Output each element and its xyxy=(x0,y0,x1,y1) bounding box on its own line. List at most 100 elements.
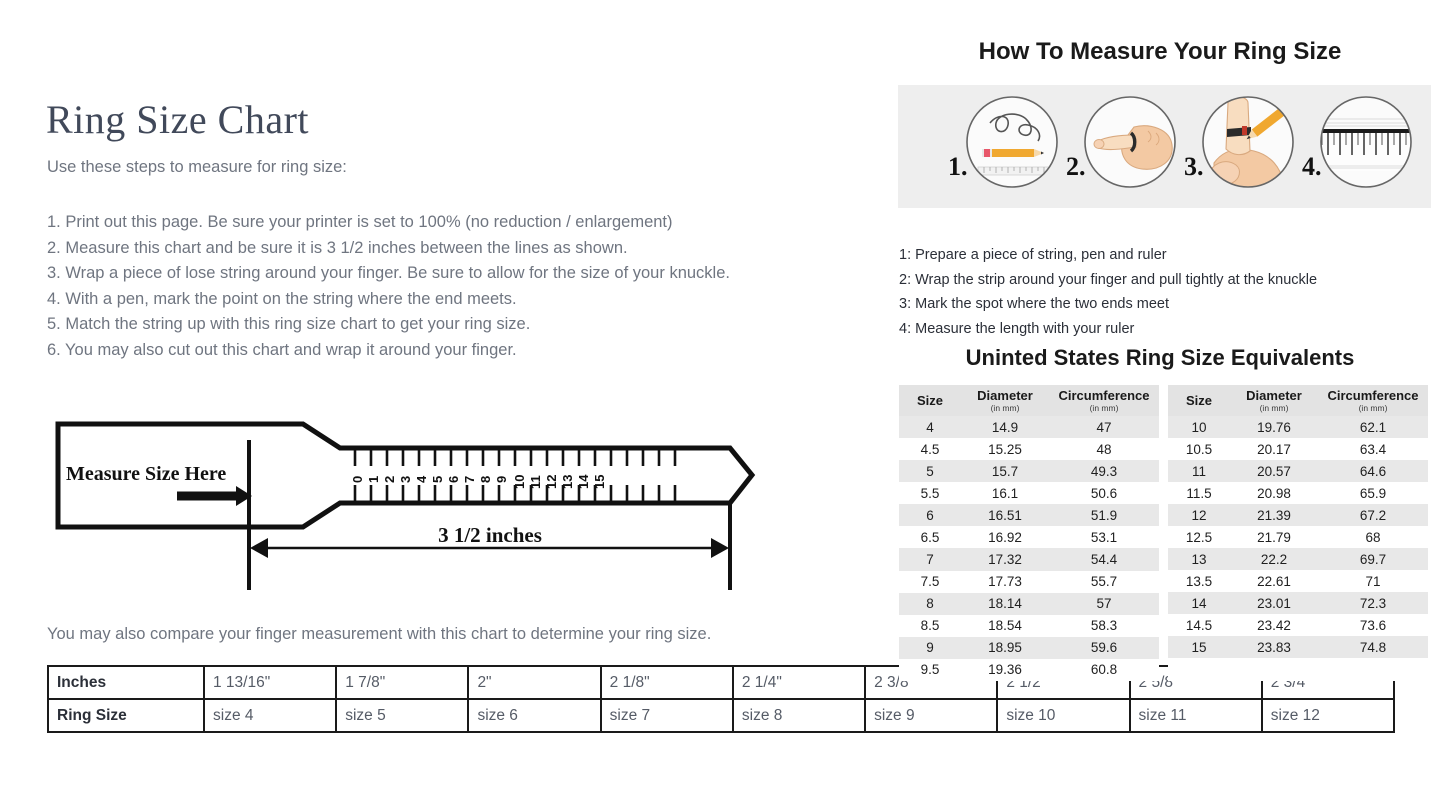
table-row: 12 21.39 67.2 xyxy=(1168,504,1428,526)
ring-size-cell: size 12 xyxy=(1260,698,1396,733)
ruler-number: 2 xyxy=(382,476,397,483)
cell-size: 15 xyxy=(1168,636,1230,658)
cell-size: 4.5 xyxy=(899,438,961,461)
header-unit: (in mm) xyxy=(990,403,1020,413)
table-header-row: Size Diameter (in mm) Circumference (in … xyxy=(1168,385,1428,416)
table-row: 7.5 17.73 55.7 xyxy=(899,570,1159,593)
howto-title: How To Measure Your Ring Size xyxy=(978,38,1342,65)
table-row: 6.5 16.92 53.1 xyxy=(899,526,1159,549)
header-label: Diameter xyxy=(977,388,1033,403)
equivalents-table-right: Size Diameter (in mm) Circumference (in … xyxy=(1168,385,1428,681)
ring-sizer-svg: Measure Size Here xyxy=(55,421,756,590)
howto-step-item: 4: Measure the length with your ruler xyxy=(899,320,1135,337)
page-title: Ring Size Chart xyxy=(46,97,310,142)
ring-size-cell: size 6 xyxy=(467,698,602,733)
ruler-number: 3 xyxy=(398,476,413,483)
cell-circumference: 73.6 xyxy=(1318,614,1428,636)
inches-cell: 1 13/16" xyxy=(202,665,338,700)
illustration-circle-3 xyxy=(1202,96,1294,188)
equivalents-table-left: Size Diameter (in mm) Circumference (in … xyxy=(899,385,1159,681)
column-header-circumference: Circumference (in mm) xyxy=(1049,385,1159,416)
cell-size: 11 xyxy=(1168,460,1230,482)
header-label: Size xyxy=(916,393,943,408)
ruler-ticks-top xyxy=(353,450,677,466)
howto-step-item: 2: Wrap the strip around your finger and… xyxy=(899,271,1318,288)
instruction-item: 6. You may also cut out this chart and w… xyxy=(47,340,517,359)
ruler-number: 5 xyxy=(430,476,445,483)
illustration-circle-4 xyxy=(1320,96,1412,188)
ruler-number: 10 xyxy=(512,475,527,489)
cell-diameter: 18.95 xyxy=(961,636,1049,659)
cell-diameter: 23.83 xyxy=(1230,636,1318,658)
illustration-svg: 1. xyxy=(948,96,1412,188)
ruler-number: 14 xyxy=(576,474,591,489)
illustration-number-2: 2. xyxy=(1066,152,1086,181)
ruler-number: 4 xyxy=(414,475,429,483)
cell-size: 5 xyxy=(899,460,961,483)
cell-diameter: 14.9 xyxy=(961,416,1049,439)
table-row: 11.5 20.98 65.9 xyxy=(1168,482,1428,504)
table-row: 5.5 16.1 50.6 xyxy=(899,482,1159,505)
ring-size-cell: size 4 xyxy=(202,698,338,733)
cell-diameter: 16.51 xyxy=(961,504,1049,527)
compare-note: You may also compare your finger measure… xyxy=(47,625,712,643)
cell-circumference: 59.6 xyxy=(1049,636,1159,659)
row-header-ring-size: Ring Size xyxy=(47,698,205,733)
illustration-number-3: 3. xyxy=(1184,152,1204,181)
table-row: 5 15.7 49.3 xyxy=(899,460,1159,483)
instruction-item: 1. Print out this page. Be sure your pri… xyxy=(47,213,673,231)
cell-size: 9.5 xyxy=(899,658,961,681)
ruler-numbers: 0 1 2 3 4 5 6 7 8 9 10 11 12 13 14 15 xyxy=(350,474,607,489)
column-header-diameter: Diameter (in mm) xyxy=(1230,385,1318,416)
cell-diameter: 20.98 xyxy=(1230,482,1318,504)
cell-circumference: 69.7 xyxy=(1318,548,1428,570)
column-header-diameter: Diameter (in mm) xyxy=(961,385,1049,416)
ring-size-cell: size 5 xyxy=(335,698,470,733)
cell-size: 11.5 xyxy=(1168,482,1230,504)
cell-diameter: 21.79 xyxy=(1230,526,1318,548)
illustration-circle-2 xyxy=(1084,96,1176,188)
column-header-size: Size xyxy=(1168,385,1230,416)
right-column: How To Measure Your Ring Size 1. xyxy=(880,0,1445,681)
cell-size: 7.5 xyxy=(899,570,961,593)
ruler-number: 0 xyxy=(350,476,365,483)
instruction-item: 4. With a pen, mark the point on the str… xyxy=(47,289,517,308)
cell-diameter: 19.76 xyxy=(1230,416,1318,438)
ring-size-cell: size 9 xyxy=(864,698,999,733)
cell-diameter: 16.1 xyxy=(961,482,1049,505)
cell-circumference: 55.7 xyxy=(1049,570,1159,593)
cell-size: 8 xyxy=(899,592,961,615)
table-row: 10.5 20.17 63.4 xyxy=(1168,438,1428,460)
illustration-number-1: 1. xyxy=(948,152,968,181)
ruler-number: 9 xyxy=(494,476,509,483)
instruction-list: 1. Print out this page. Be sure your pri… xyxy=(47,210,847,364)
equivalents-title: Uninted States Ring Size Equivalents xyxy=(965,345,1355,370)
instruction-item: 2. Measure this chart and be sure it is … xyxy=(47,238,628,257)
ruler-number: 7 xyxy=(462,476,477,483)
table-row-empty xyxy=(1168,658,1428,681)
header-unit: (in mm) xyxy=(1259,403,1289,413)
cell-empty xyxy=(1318,658,1428,681)
string-pencil-ruler-icon xyxy=(967,97,1057,187)
cell-diameter: 17.73 xyxy=(961,570,1049,593)
cell-diameter: 17.32 xyxy=(961,548,1049,571)
cell-diameter: 18.14 xyxy=(961,592,1049,615)
cell-circumference: 72.3 xyxy=(1318,592,1428,614)
intro-text: Use these steps to measure for ring size… xyxy=(47,158,347,176)
column-header-size: Size xyxy=(899,385,961,416)
cell-circumference: 57 xyxy=(1049,592,1159,615)
cell-circumference: 58.3 xyxy=(1049,614,1159,637)
inches-ring-size-table: Inches 1 13/16" 1 7/8" 2" 2 1/8" 2 1/4" … xyxy=(47,665,1396,733)
table-row: 8.5 18.54 58.3 xyxy=(899,614,1159,637)
header-unit: (in mm) xyxy=(1358,403,1388,413)
cell-diameter: 21.39 xyxy=(1230,504,1318,526)
cell-circumference: 64.6 xyxy=(1318,460,1428,482)
left-column: Ring Size Chart Use these steps to measu… xyxy=(46,97,847,643)
ruler-number: 13 xyxy=(560,475,575,489)
table-row: 9 18.95 59.6 xyxy=(899,636,1159,659)
instruction-item: 5. Match the string up with this ring si… xyxy=(47,315,531,334)
table-header-row: Size Diameter (in mm) Circumference (in … xyxy=(899,385,1159,416)
cell-size: 13 xyxy=(1168,548,1230,570)
cell-circumference: 67.2 xyxy=(1318,504,1428,526)
howto-step-item: 3: Mark the spot where the two ends meet xyxy=(899,296,1169,312)
